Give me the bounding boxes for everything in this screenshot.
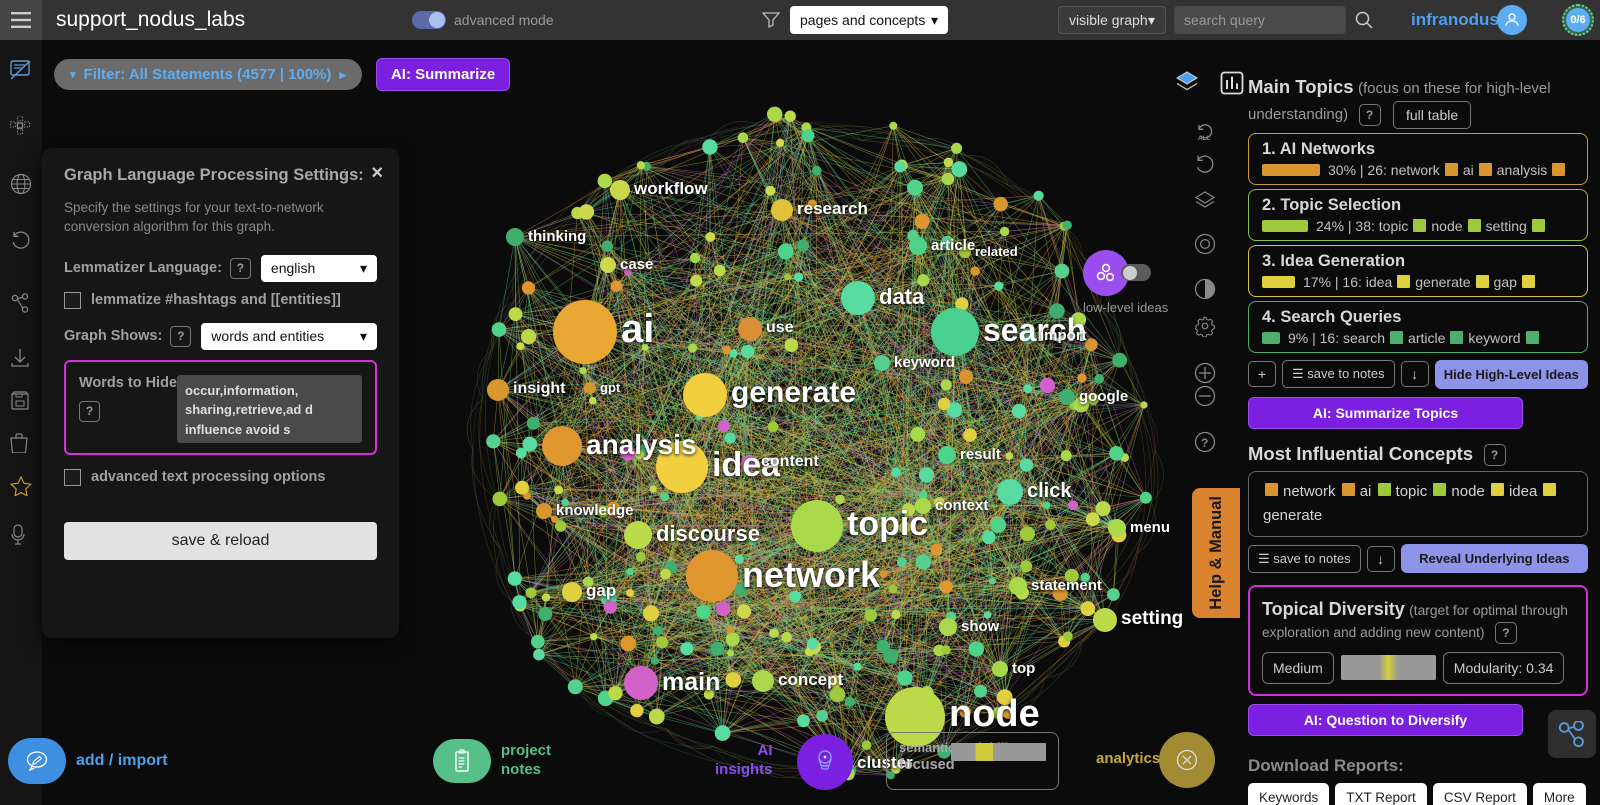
svg-text:ALL: ALL — [1198, 135, 1210, 142]
svg-text:?: ? — [1201, 436, 1208, 450]
